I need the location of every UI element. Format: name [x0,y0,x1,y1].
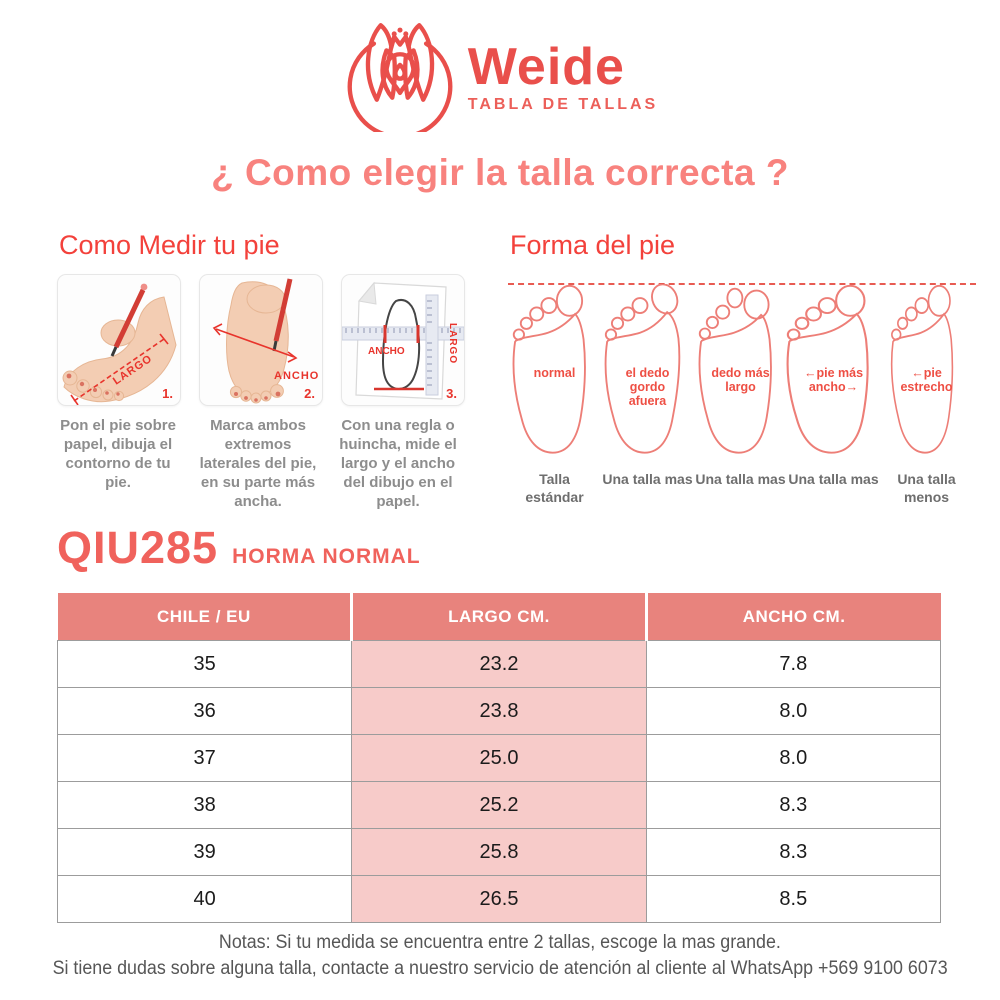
table-cell: 8.3 [645,781,942,829]
table-cell: 8.0 [645,734,942,782]
brand-bird-logo-icon [347,23,453,132]
step-1-illustration: LARGO [62,283,177,405]
foot-shape-section: Forma del pie normal [508,230,976,506]
measure-steps: LARGO 1. [57,274,465,406]
step-1-number: 1. [162,386,173,401]
table-cell: 8.0 [645,687,942,735]
table-cell: 36 [56,687,353,735]
foot-long-toe: dedo más largo [694,284,787,462]
arrow-right-icon: → [845,379,859,394]
product-code: QIU285 [57,522,219,573]
step-2-card: ANCHO 2. [199,274,323,406]
toe-alignment-dashed-line [508,283,976,285]
brand-name: Weide [467,38,625,96]
foot-wide: ←pie más ancho→ [786,284,880,462]
step-3-card: ANCHO LARGO 3. [341,274,465,406]
foot-big-toe-out-label: el dedo gordo afuera [625,365,670,408]
feet-diagram: normal el dedo gordo afuera [508,274,976,462]
step-2-number: 2. [304,386,315,401]
table-row: 37 25.0 8.0 [56,734,942,782]
col-largo-cm: LARGO CM. [350,593,647,641]
table-row: 36 23.8 8.0 [56,687,942,735]
foot-narrow-label: ←pie estrecho [891,366,963,394]
brand-tagline: TABLA DE TALLAS [467,96,659,113]
step-3-number: 3. [446,386,457,401]
step-captions: Pon el pie sobre papel, dibuja el contor… [57,416,465,511]
table-row: 38 25.2 8.3 [56,781,942,829]
table-row: 39 25.8 8.3 [56,828,942,876]
table-cell: 23.2 [351,640,647,688]
product-line: QIU285 HORMA NORMAL [57,522,421,574]
col-ancho-cm: ANCHO CM. [644,593,941,641]
step-2-illustration: ANCHO [212,278,319,404]
foot-normal-label: normal [533,365,576,380]
shape-heading: Forma del pie [510,230,676,260]
table-cell: 25.8 [351,828,647,876]
page-title: ¿ Como elegir la talla correcta ? [211,152,789,193]
step-1-caption: Pon el pie sobre papel, dibuja el contor… [60,417,176,491]
table-cell: 7.8 [645,640,942,688]
table-cell: 26.5 [351,875,647,923]
result-big-toe-out: Una talla mas [602,471,693,487]
result-normal: Talla estándar [525,471,584,505]
step-3-caption: Con una regla o huincha, mide el largo y… [339,417,457,510]
col-chile-eu: CHILE / EU [57,593,352,641]
table-cell: 40 [56,875,353,923]
table-cell: 8.3 [645,828,942,876]
brand-header: Weide TABLA DE TALLAS [0,20,1000,132]
product-fit: HORMA NORMAL [232,545,421,568]
result-wide: Una talla mas [788,471,879,487]
note-line-2: Si tiene dudas sobre alguna talla, conta… [52,958,948,979]
foot-long-toe-outline-icon [698,287,772,454]
arrow-left-icon: ← [803,365,817,380]
foot-big-toe-out: el dedo gordo afuera [601,283,694,462]
brand-text: Weide TABLA DE TALLAS [468,40,658,114]
result-long-toe: Una talla mas [695,471,786,487]
table-row: 35 23.2 7.8 [56,640,942,688]
size-table-header-row: CHILE / EU LARGO CM. ANCHO CM. [57,593,941,641]
size-table: CHILE / EU LARGO CM. ANCHO CM. 35 23.2 7.8… [56,593,942,923]
measure-section: Como Medir tu pie [57,230,465,511]
step-3-ancho-label: ANCHO [368,346,405,357]
foot-long-toe-label: dedo más largo [711,365,770,394]
step-3-largo-label: LARGO [447,323,458,364]
step-3-illustration: ANCHO LARGO [342,281,464,400]
notes: Notas: Si tu medida se encuentra entre 2… [0,930,1000,982]
foot-narrow-label-text: pie estrecho [900,365,953,394]
table-cell: 37 [56,734,353,782]
table-cell: 35 [56,640,353,688]
table-cell: 8.5 [645,875,942,923]
step-2-ancho-label: ANCHO [274,370,319,382]
note-line-1: Notas: Si tu medida se encuentra entre 2… [219,932,781,953]
foot-normal-outline-icon [512,284,586,454]
table-cell: 38 [56,781,353,829]
foot-big-toe-out-outline-icon [604,283,681,454]
size-table-body: 35 23.2 7.8 36 23.8 8.0 37 25.0 8.0 38 25.2 8.3 39 25… [56,640,942,923]
shape-results: Talla estándar Una talla mas Una talla m… [508,470,976,506]
foot-wide-outline-icon [786,284,869,454]
table-cell: 23.8 [351,687,647,735]
table-row: 40 26.5 8.5 [56,875,942,923]
arrow-left-icon: ← [911,365,924,380]
step-1-card: LARGO 1. [57,274,181,406]
measure-heading: Como Medir tu pie [59,230,280,260]
foot-wide-label: ←pie más ancho→ [798,366,870,394]
table-cell: 25.0 [351,734,647,782]
foot-narrow: ←pie estrecho [880,284,973,462]
table-cell: 39 [56,828,353,876]
step-2-caption: Marca ambos extremos laterales del pie, … [199,417,317,510]
foot-normal: normal [508,284,601,462]
result-narrow: Una talla menos [897,471,956,505]
foot-narrow-outline-icon [890,284,954,454]
table-cell: 25.2 [351,781,647,829]
foot-wide-label-text: pie más ancho [808,365,864,394]
